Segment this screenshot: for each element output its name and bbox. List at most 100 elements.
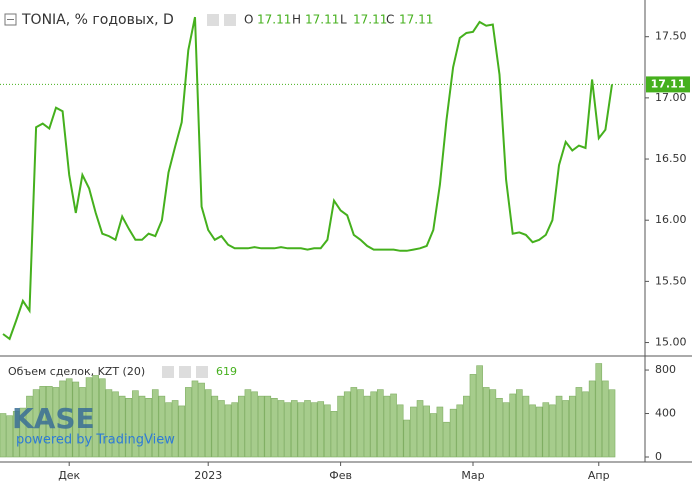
volume-bar xyxy=(277,400,285,458)
volume-bar xyxy=(502,402,510,458)
volume-bar xyxy=(357,389,364,458)
volume-bar xyxy=(46,386,53,458)
volume-bar xyxy=(92,375,99,458)
volume-bar xyxy=(350,387,358,458)
volume-bar xyxy=(582,391,589,458)
ohlc-label: H xyxy=(292,13,301,27)
volume-bar xyxy=(218,400,225,458)
volume-bar xyxy=(98,378,106,458)
settings-icon[interactable] xyxy=(179,366,191,378)
y-tick-label: 800 xyxy=(655,363,676,376)
volume-bar xyxy=(237,395,245,458)
volume-bar xyxy=(370,391,378,458)
volume-bar xyxy=(85,377,93,458)
volume-bar xyxy=(224,404,232,458)
volume-bar xyxy=(516,389,523,458)
ohlc-value: 17.11 xyxy=(257,13,291,27)
volume-bar xyxy=(403,419,411,458)
volume-bar xyxy=(608,389,616,458)
y-tick-label: 16.50 xyxy=(655,152,687,165)
volume-bar xyxy=(118,395,126,458)
volume-bar xyxy=(496,398,503,458)
volume-bar xyxy=(330,411,338,458)
volume-bar xyxy=(377,389,384,458)
volume-bar xyxy=(32,389,40,458)
volume-bar xyxy=(456,404,464,458)
volume-bar xyxy=(535,406,543,458)
volume-bar xyxy=(59,380,66,458)
ohlc-value: 17.11 xyxy=(399,13,433,27)
settings-icon[interactable] xyxy=(162,366,174,378)
price-line xyxy=(2,16,613,341)
volume-bar xyxy=(390,393,397,458)
chart-title: TONIA, % годовых, D xyxy=(21,12,174,28)
volume-bar xyxy=(555,395,563,458)
volume-bar xyxy=(602,380,609,458)
volume-bar xyxy=(436,406,444,458)
volume-bar xyxy=(257,395,265,458)
volume-bar xyxy=(231,402,238,458)
volume-bar xyxy=(251,391,258,458)
last-price-label: 17.11 xyxy=(651,77,686,90)
volume-bar xyxy=(343,391,351,458)
volume-bar xyxy=(178,405,186,458)
volume-bar xyxy=(19,407,27,458)
watermark-powered: powered by TradingView xyxy=(16,433,175,448)
settings-icon[interactable] xyxy=(224,14,236,26)
volume-bar xyxy=(449,408,457,458)
x-tick-label: Апр xyxy=(588,469,610,482)
volume-bar xyxy=(244,389,252,458)
volume-bar xyxy=(138,395,146,458)
volume-bar xyxy=(284,402,291,458)
ohlc-value: 17.11 xyxy=(353,13,387,27)
ohlc-value: 17.11 xyxy=(305,13,339,27)
volume-bar xyxy=(105,389,113,458)
watermark-logo: KASE xyxy=(12,402,95,435)
volume-bar xyxy=(165,402,172,458)
volume-bar xyxy=(211,395,219,458)
volume-bar xyxy=(72,381,80,458)
volume-last-value: 619 xyxy=(216,365,237,378)
volume-bar xyxy=(204,389,212,458)
volume-bar xyxy=(304,400,311,458)
ohlc-label: O xyxy=(244,13,253,27)
settings-icon[interactable] xyxy=(207,14,219,26)
volume-bar xyxy=(65,378,73,458)
volume-bar xyxy=(125,398,133,458)
y-tick-label: 16.00 xyxy=(655,213,687,226)
volume-bar xyxy=(112,391,119,458)
volume-bar xyxy=(151,389,159,458)
volume-bar xyxy=(6,415,13,458)
volume-bar xyxy=(549,404,556,458)
y-tick-label: 17.00 xyxy=(655,91,687,104)
volume-bar xyxy=(132,390,139,458)
close-icon[interactable] xyxy=(196,366,208,378)
volume-bar xyxy=(185,387,192,458)
volume-bar xyxy=(575,387,583,458)
volume-bar xyxy=(264,395,272,458)
x-tick-label: 2023 xyxy=(194,469,222,482)
volume-bar xyxy=(363,395,371,458)
y-tick-label: 15.00 xyxy=(655,336,687,349)
volume-bar xyxy=(324,404,331,458)
volume-bar xyxy=(310,402,318,458)
volume-bar xyxy=(383,395,391,458)
x-tick-label: Дек xyxy=(58,469,80,482)
volume-bar xyxy=(469,374,477,458)
volume-bar xyxy=(79,387,86,458)
volume-bar xyxy=(0,413,7,458)
volume-bar xyxy=(191,380,199,458)
volume-bar xyxy=(317,401,325,458)
volume-bar xyxy=(509,393,517,458)
volume-bar xyxy=(290,400,298,458)
x-tick-label: Мар xyxy=(461,469,484,482)
volume-bar xyxy=(12,411,20,458)
volume-bar xyxy=(198,382,205,458)
volume-bar xyxy=(297,402,305,458)
last-price-badge xyxy=(646,76,690,93)
volume-bar xyxy=(52,387,60,458)
volume-bar xyxy=(26,395,33,458)
volume-bar xyxy=(337,395,344,458)
collapse-icon[interactable] xyxy=(4,13,17,26)
volume-bar xyxy=(429,413,437,458)
